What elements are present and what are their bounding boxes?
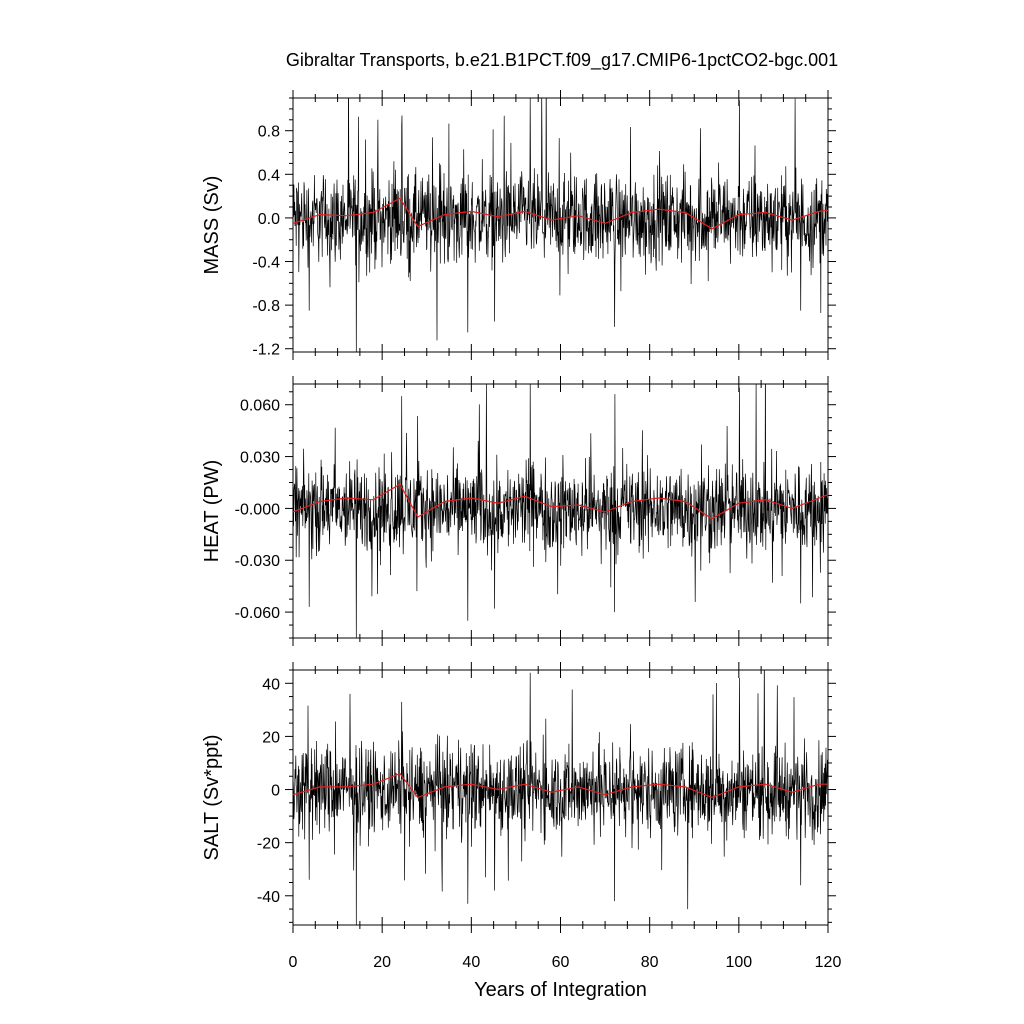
- y-tick-label: 0.4: [258, 167, 280, 184]
- y-axis-label: HEAT (PW): [201, 460, 223, 563]
- y-tick-label: -0.8: [252, 298, 280, 315]
- y-tick-label: -40: [257, 889, 280, 906]
- series-annual-mean: [293, 772, 828, 799]
- panel-3: -40 -20 0 20 40 SALT (Sv*ppt) 0 20 40 60 80 100 120 Y…: [201, 662, 842, 1001]
- series-monthly: [293, 98, 828, 352]
- y-tick-label: -20: [257, 836, 280, 853]
- y-tick-label: -0.000: [235, 501, 280, 518]
- series-annual-mean: [293, 197, 828, 230]
- y-axis-label: MASS (Sv): [201, 176, 223, 275]
- y-tick-label: 0.0: [258, 211, 280, 228]
- x-tick-label: 20: [373, 954, 391, 971]
- y-tick-label: 40: [262, 676, 280, 693]
- series-annual-mean: [293, 483, 828, 520]
- x-axis-label: Years of Integration: [474, 979, 647, 1001]
- y-tick-label: 0.8: [258, 124, 280, 141]
- y-axis-label: SALT (Sv*ppt): [201, 735, 223, 861]
- x-tick-label: 100: [725, 954, 752, 971]
- x-tick-label: 60: [552, 954, 570, 971]
- x-tick-label: 120: [815, 954, 842, 971]
- series-monthly: [293, 670, 828, 925]
- series-monthly: [293, 384, 828, 638]
- x-tick-label: 40: [462, 954, 480, 971]
- y-tick-label: 0.030: [240, 450, 280, 467]
- x-tick-label: 0: [289, 954, 298, 971]
- panel-1: -1.2 -0.8 -0.4 0.0 0.4 0.8 MASS (Sv): [201, 90, 836, 360]
- y-tick-label: -0.4: [252, 255, 280, 272]
- y-tick-label: -0.030: [235, 553, 280, 570]
- y-tick-label: 0: [271, 783, 280, 800]
- x-tick-label: 80: [641, 954, 659, 971]
- y-tick-label: 20: [262, 729, 280, 746]
- y-tick-label: -0.060: [235, 605, 280, 622]
- y-tick-label: 0.060: [240, 398, 280, 415]
- panel-2: -0.060 -0.030 -0.000 0.030 0.060 HEAT (PW): [201, 376, 836, 646]
- chart-title: Gibraltar Transports, b.e21.B1PCT.f09_g1…: [286, 50, 838, 71]
- y-tick-label: -1.2: [252, 342, 280, 359]
